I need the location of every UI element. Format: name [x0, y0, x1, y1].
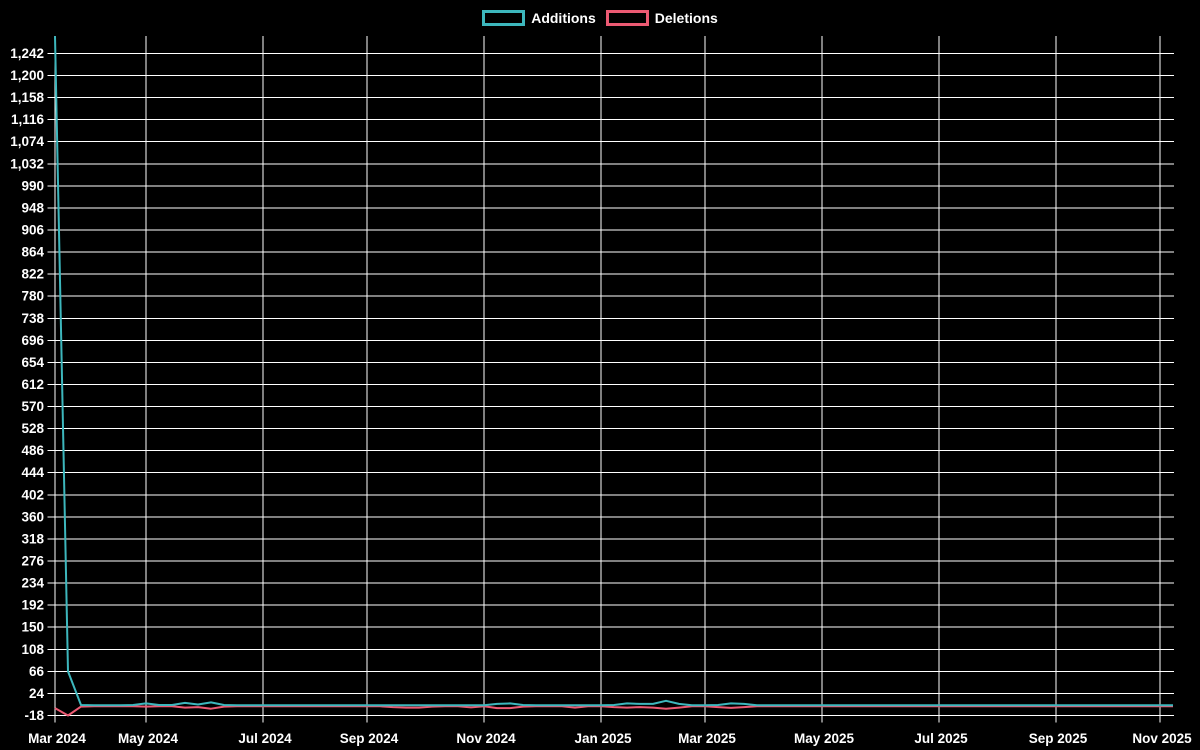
y-tick-label: 528	[21, 421, 44, 436]
x-tick-label: Mar 2025	[678, 731, 736, 746]
y-tick-label: 276	[21, 554, 44, 569]
x-tick-label: Nov 2025	[1132, 731, 1192, 746]
y-tick-label: 696	[21, 333, 44, 348]
legend-item-additions[interactable]: Additions	[482, 10, 596, 26]
legend-label-additions: Additions	[531, 10, 596, 26]
y-tick-label: 1,158	[10, 90, 44, 105]
x-tick-label: Jul 2025	[914, 731, 968, 746]
grid-lines	[47, 36, 1174, 723]
y-tick-label: 1,074	[10, 134, 44, 149]
y-tick-label: 612	[21, 377, 44, 392]
x-tick-label: Nov 2024	[456, 731, 516, 746]
y-tick-label: 444	[21, 465, 44, 480]
y-tick-label: -18	[24, 708, 44, 723]
deletions-swatch-icon	[605, 10, 649, 26]
chart-legend: Additions Deletions	[0, 8, 1200, 28]
y-tick-label: 486	[21, 443, 44, 458]
y-tick-label: 948	[21, 200, 44, 215]
y-axis-labels: -18 24 66 108 150 192 234 276 318 360 402 444 486 528…	[10, 46, 44, 723]
y-tick-label: 318	[21, 531, 44, 546]
x-tick-label: Jul 2024	[238, 731, 292, 746]
y-tick-label: 570	[21, 399, 44, 414]
y-tick-label: 780	[21, 289, 44, 304]
x-tick-label: Sep 2024	[340, 731, 399, 746]
deletions-line	[54, 705, 1173, 717]
y-tick-label: 108	[21, 642, 44, 657]
y-tick-label: 654	[21, 355, 44, 370]
additions-swatch-icon	[482, 10, 526, 26]
y-tick-label: 24	[29, 686, 45, 701]
x-tick-label: Mar 2024	[28, 731, 86, 746]
y-tick-label: 1,200	[10, 68, 44, 83]
y-tick-label: 906	[21, 222, 44, 237]
additions-line	[54, 36, 1173, 707]
x-axis-labels: Mar 2024 May 2024 Jul 2024 Sep 2024 Nov 2024…	[28, 731, 1192, 746]
y-tick-label: 150	[21, 620, 44, 635]
legend-label-deletions: Deletions	[654, 10, 718, 26]
y-tick-label: 822	[21, 267, 44, 282]
y-tick-label: 402	[21, 487, 44, 502]
x-tick-label: May 2025	[794, 731, 855, 746]
x-tick-label: Jan 2025	[574, 731, 632, 746]
y-tick-label: 864	[21, 245, 44, 260]
x-tick-label: May 2024	[118, 731, 179, 746]
y-tick-label: 66	[29, 664, 45, 679]
y-tick-label: 990	[21, 178, 44, 193]
y-tick-label: 1,116	[11, 112, 45, 127]
y-tick-label: 1,242	[10, 46, 44, 61]
x-tick-label: Sep 2025	[1029, 731, 1088, 746]
y-tick-label: 192	[21, 598, 44, 613]
y-tick-label: 738	[21, 311, 44, 326]
y-tick-label: 1,032	[10, 156, 44, 171]
y-tick-label: 360	[21, 509, 44, 524]
y-tick-label: 234	[21, 576, 44, 591]
legend-item-deletions[interactable]: Deletions	[605, 10, 718, 26]
